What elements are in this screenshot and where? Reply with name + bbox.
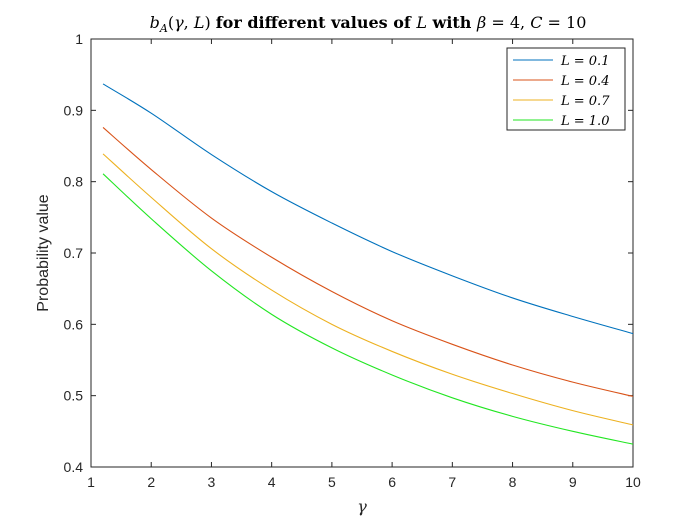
- y-axis-label: Probability value: [35, 194, 52, 312]
- legend-entry-label: L = 0.7: [560, 94, 610, 109]
- series-line-3: [102, 153, 634, 426]
- y-tick-label: 0.8: [64, 174, 84, 190]
- y-tick-label: 0.9: [64, 102, 84, 118]
- series-line-4: [102, 173, 634, 445]
- legend-entry-label: L = 0.1: [560, 54, 609, 69]
- y-tick-label: 0.5: [64, 388, 84, 404]
- x-axis-ticks: 1 2 3 4 5 6 7 8 9 10: [87, 39, 641, 490]
- x-tick-label: 4: [268, 474, 276, 490]
- series-line-1: [102, 83, 634, 335]
- x-tick-label: 3: [208, 474, 216, 490]
- x-tick-label: 1: [87, 474, 95, 490]
- legend-entry-label: L = 0.4: [560, 74, 609, 89]
- x-tick-label: 2: [147, 474, 155, 490]
- chart-title: bA(γ, L) for different values of L with …: [150, 13, 587, 35]
- x-tick-label: 8: [509, 474, 517, 490]
- y-tick-label: 1: [75, 31, 83, 47]
- y-tick-label: 0.4: [64, 459, 84, 475]
- x-tick-label: 5: [328, 474, 336, 490]
- x-axis-label: γ: [357, 497, 367, 516]
- x-tick-label: 9: [569, 474, 577, 490]
- legend: L = 0.1 L = 0.4 L = 0.7 L = 1.0: [506, 47, 626, 131]
- legend-entry-label: L = 1.0: [560, 114, 609, 129]
- x-tick-label: 6: [388, 474, 396, 490]
- legend-box: [506, 47, 626, 131]
- x-tick-label: 10: [625, 474, 641, 490]
- x-tick-label: 7: [448, 474, 456, 490]
- y-tick-label: 0.7: [64, 245, 84, 261]
- y-axis-ticks: 0.4 0.5 0.6 0.7 0.8 0.9 1: [64, 31, 633, 475]
- series-line-2: [102, 127, 634, 397]
- y-tick-label: 0.6: [64, 316, 84, 332]
- series-lines: [102, 83, 634, 445]
